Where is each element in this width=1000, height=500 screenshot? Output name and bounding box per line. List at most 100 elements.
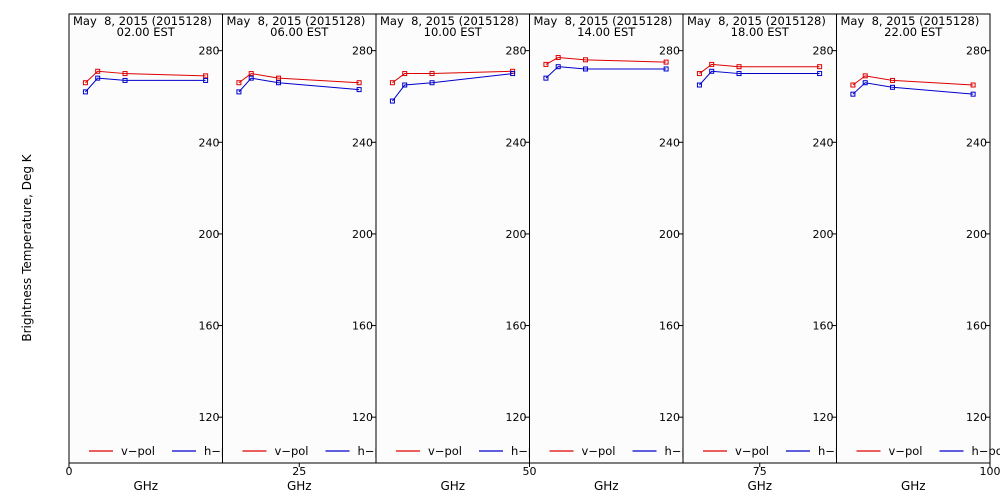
data-point (890, 84, 896, 90)
y-tick-label: 280 (966, 45, 987, 58)
data-point (862, 80, 868, 86)
y-tick-label: 200 (506, 228, 527, 241)
panel-time: 22.00 EST (884, 25, 943, 39)
data-point (862, 73, 868, 79)
data-point (389, 98, 395, 104)
series-v-pol (389, 68, 516, 86)
panel-time: 18.00 EST (731, 25, 790, 39)
data-point (248, 71, 254, 77)
data-point (276, 75, 282, 81)
series-v-pol (543, 55, 669, 67)
data-point (555, 64, 561, 70)
y-tick-label: 200 (813, 228, 834, 241)
data-point (389, 80, 395, 86)
data-point (248, 75, 254, 81)
panel-frame (68, 13, 223, 464)
series-v-pol (82, 68, 209, 86)
series-line (699, 70, 820, 86)
y-tick-label: 240 (659, 136, 680, 149)
panel-time: 02.00 EST (117, 25, 176, 39)
panel-5: May 8, 2015 (2015128)18.00 EST 120 160 200 2… (682, 13, 852, 464)
data-point (122, 77, 128, 83)
data-point (356, 87, 362, 93)
y-tick-label: 240 (199, 136, 220, 149)
x-axis-label: GHz (901, 479, 926, 493)
data-point (276, 80, 282, 86)
data-point (817, 64, 823, 70)
data-point (203, 77, 209, 83)
series-h-pol (236, 75, 362, 95)
data-point (402, 82, 408, 88)
y-tick-label: 160 (352, 320, 373, 333)
y-tick-label: 160 (199, 320, 220, 333)
data-point (696, 82, 702, 88)
series-h-pol (389, 71, 516, 104)
series-line (852, 82, 974, 95)
y-tick-label: 120 (506, 411, 527, 424)
y-tick-label: 120 (199, 411, 220, 424)
series-line (392, 73, 513, 102)
y-tick-label: 160 (966, 320, 987, 333)
series-h-pol (850, 80, 976, 97)
data-point (709, 68, 715, 74)
data-point (736, 71, 742, 77)
data-point (890, 77, 896, 83)
panel-3: May 8, 2015 (2015128)10.00 EST 120 160 200 2… (375, 13, 545, 464)
x-axis-label: GHz (747, 479, 772, 493)
x-tick-label: 25 (292, 465, 306, 478)
panel-time: 10.00 EST (424, 25, 483, 39)
x-axis-label: GHz (133, 479, 158, 493)
x-axis-label: GHz (594, 479, 619, 493)
legend-label: v−pol (735, 444, 769, 458)
y-tick-label: 280 (199, 45, 220, 58)
legend-label: v−pol (121, 444, 155, 458)
panel-frame (682, 13, 837, 464)
data-point (356, 80, 362, 86)
data-point (82, 80, 88, 86)
y-tick-label: 280 (352, 45, 373, 58)
y-tick-label: 200 (199, 228, 220, 241)
panel-date: May 8, 2015 (2015128) (227, 14, 366, 28)
x-axis: GHz GHz GHz GHz GHz GHz 0 25 50 75 100 (66, 463, 1000, 493)
data-point (429, 80, 435, 86)
data-point (555, 55, 561, 61)
x-axis-label: GHz (287, 479, 312, 493)
legend-label: v−pol (582, 444, 616, 458)
data-point (663, 66, 669, 72)
series-line (545, 57, 667, 65)
data-point (510, 71, 516, 77)
series-h-pol (82, 75, 209, 95)
data-point (429, 71, 435, 77)
data-point (543, 61, 549, 67)
panel-time: 14.00 EST (577, 25, 636, 39)
series-line (545, 66, 667, 79)
panel-date: May 8, 2015 (2015128) (380, 14, 519, 28)
y-tick-label: 120 (352, 411, 373, 424)
data-point (583, 57, 589, 63)
y-tick-label: 200 (352, 228, 373, 241)
data-point (82, 89, 88, 95)
y-tick-label: 160 (506, 320, 527, 333)
data-point (402, 71, 408, 77)
series-line (392, 70, 513, 84)
data-point (236, 80, 242, 86)
series-v-pol (236, 71, 362, 86)
data-point (663, 59, 669, 65)
data-point (696, 71, 702, 77)
series-line (85, 77, 206, 93)
legend-label: v−pol (428, 444, 462, 458)
y-tick-label: 200 (966, 228, 987, 241)
y-tick-label: 240 (352, 136, 373, 149)
panel-2: May 8, 2015 (2015128)06.00 EST 120 160 200 2… (222, 13, 392, 464)
data-point (970, 82, 976, 88)
series-h-pol (543, 64, 669, 81)
panel-frame (529, 13, 684, 464)
y-tick-label: 280 (506, 45, 527, 58)
data-point (850, 91, 856, 97)
series-v-pol (850, 73, 976, 88)
series-line (238, 77, 360, 93)
panel-date: May 8, 2015 (2015128) (73, 14, 212, 28)
y-tick-label: 120 (966, 411, 987, 424)
y-tick-label: 200 (659, 228, 680, 241)
data-point (850, 82, 856, 88)
